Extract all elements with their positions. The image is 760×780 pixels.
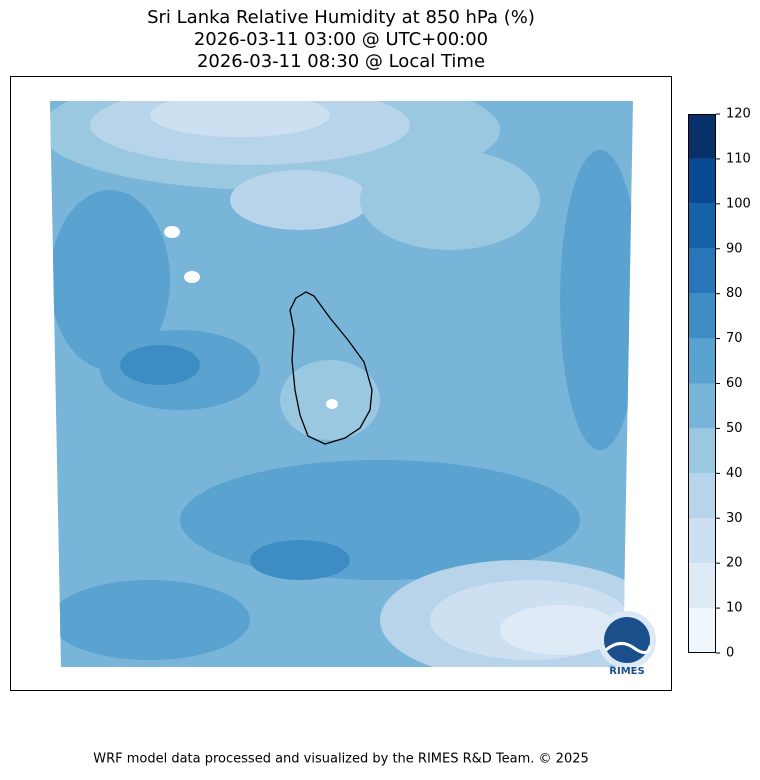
colorbar-tick-label: 0 (726, 646, 734, 661)
colorbar-tick-label: 70 (726, 331, 743, 346)
colorbar-band (688, 608, 716, 653)
colorbar-band (688, 203, 716, 249)
title-line: 2026-03-11 08:30 @ Local Time (197, 51, 485, 72)
rimes-logo: RIMES (598, 611, 656, 677)
colorbar-band (688, 114, 716, 159)
title-line: 2026-03-11 03:00 @ UTC+00:00 (194, 29, 488, 50)
humidity-field (50, 101, 633, 667)
colorbar-band (688, 383, 716, 429)
colorbar-band (688, 158, 716, 204)
colorbar-band (688, 338, 716, 384)
colorbar-tick-label: 60 (726, 376, 743, 391)
colorbar-band (688, 293, 716, 339)
colorbar-band (688, 428, 716, 474)
colorbar-tick-label: 120 (726, 107, 751, 122)
colorbar-tick-label: 50 (726, 421, 743, 436)
title-line: Sri Lanka Relative Humidity at 850 hPa (… (147, 7, 535, 28)
colorbar-band (688, 563, 716, 609)
colorbar-band (688, 473, 716, 519)
colorbar-band (688, 518, 716, 564)
colorbar-tick-label: 90 (726, 241, 743, 256)
colorbar-tick-label: 20 (726, 556, 743, 571)
colorbar-outline (688, 114, 716, 653)
sri-lanka-coastline (289, 291, 373, 445)
colorbar-band (688, 248, 716, 294)
colorbar-tick-label: 30 (726, 511, 743, 526)
colorbar-tick-label: 100 (726, 196, 751, 211)
footer: WRF model data processed and visualized … (93, 752, 589, 767)
colorbar-tick-label: 80 (726, 286, 743, 301)
colorbar-tick-label: 110 (726, 151, 751, 166)
colorbar-tick-label: 10 (726, 601, 743, 616)
colorbar: 0 10 20 30 40 50 60 70 80 90 100 110 120 (688, 107, 751, 661)
colorbar-tick-label: 40 (726, 466, 743, 481)
logo-text: RIMES (609, 666, 644, 677)
